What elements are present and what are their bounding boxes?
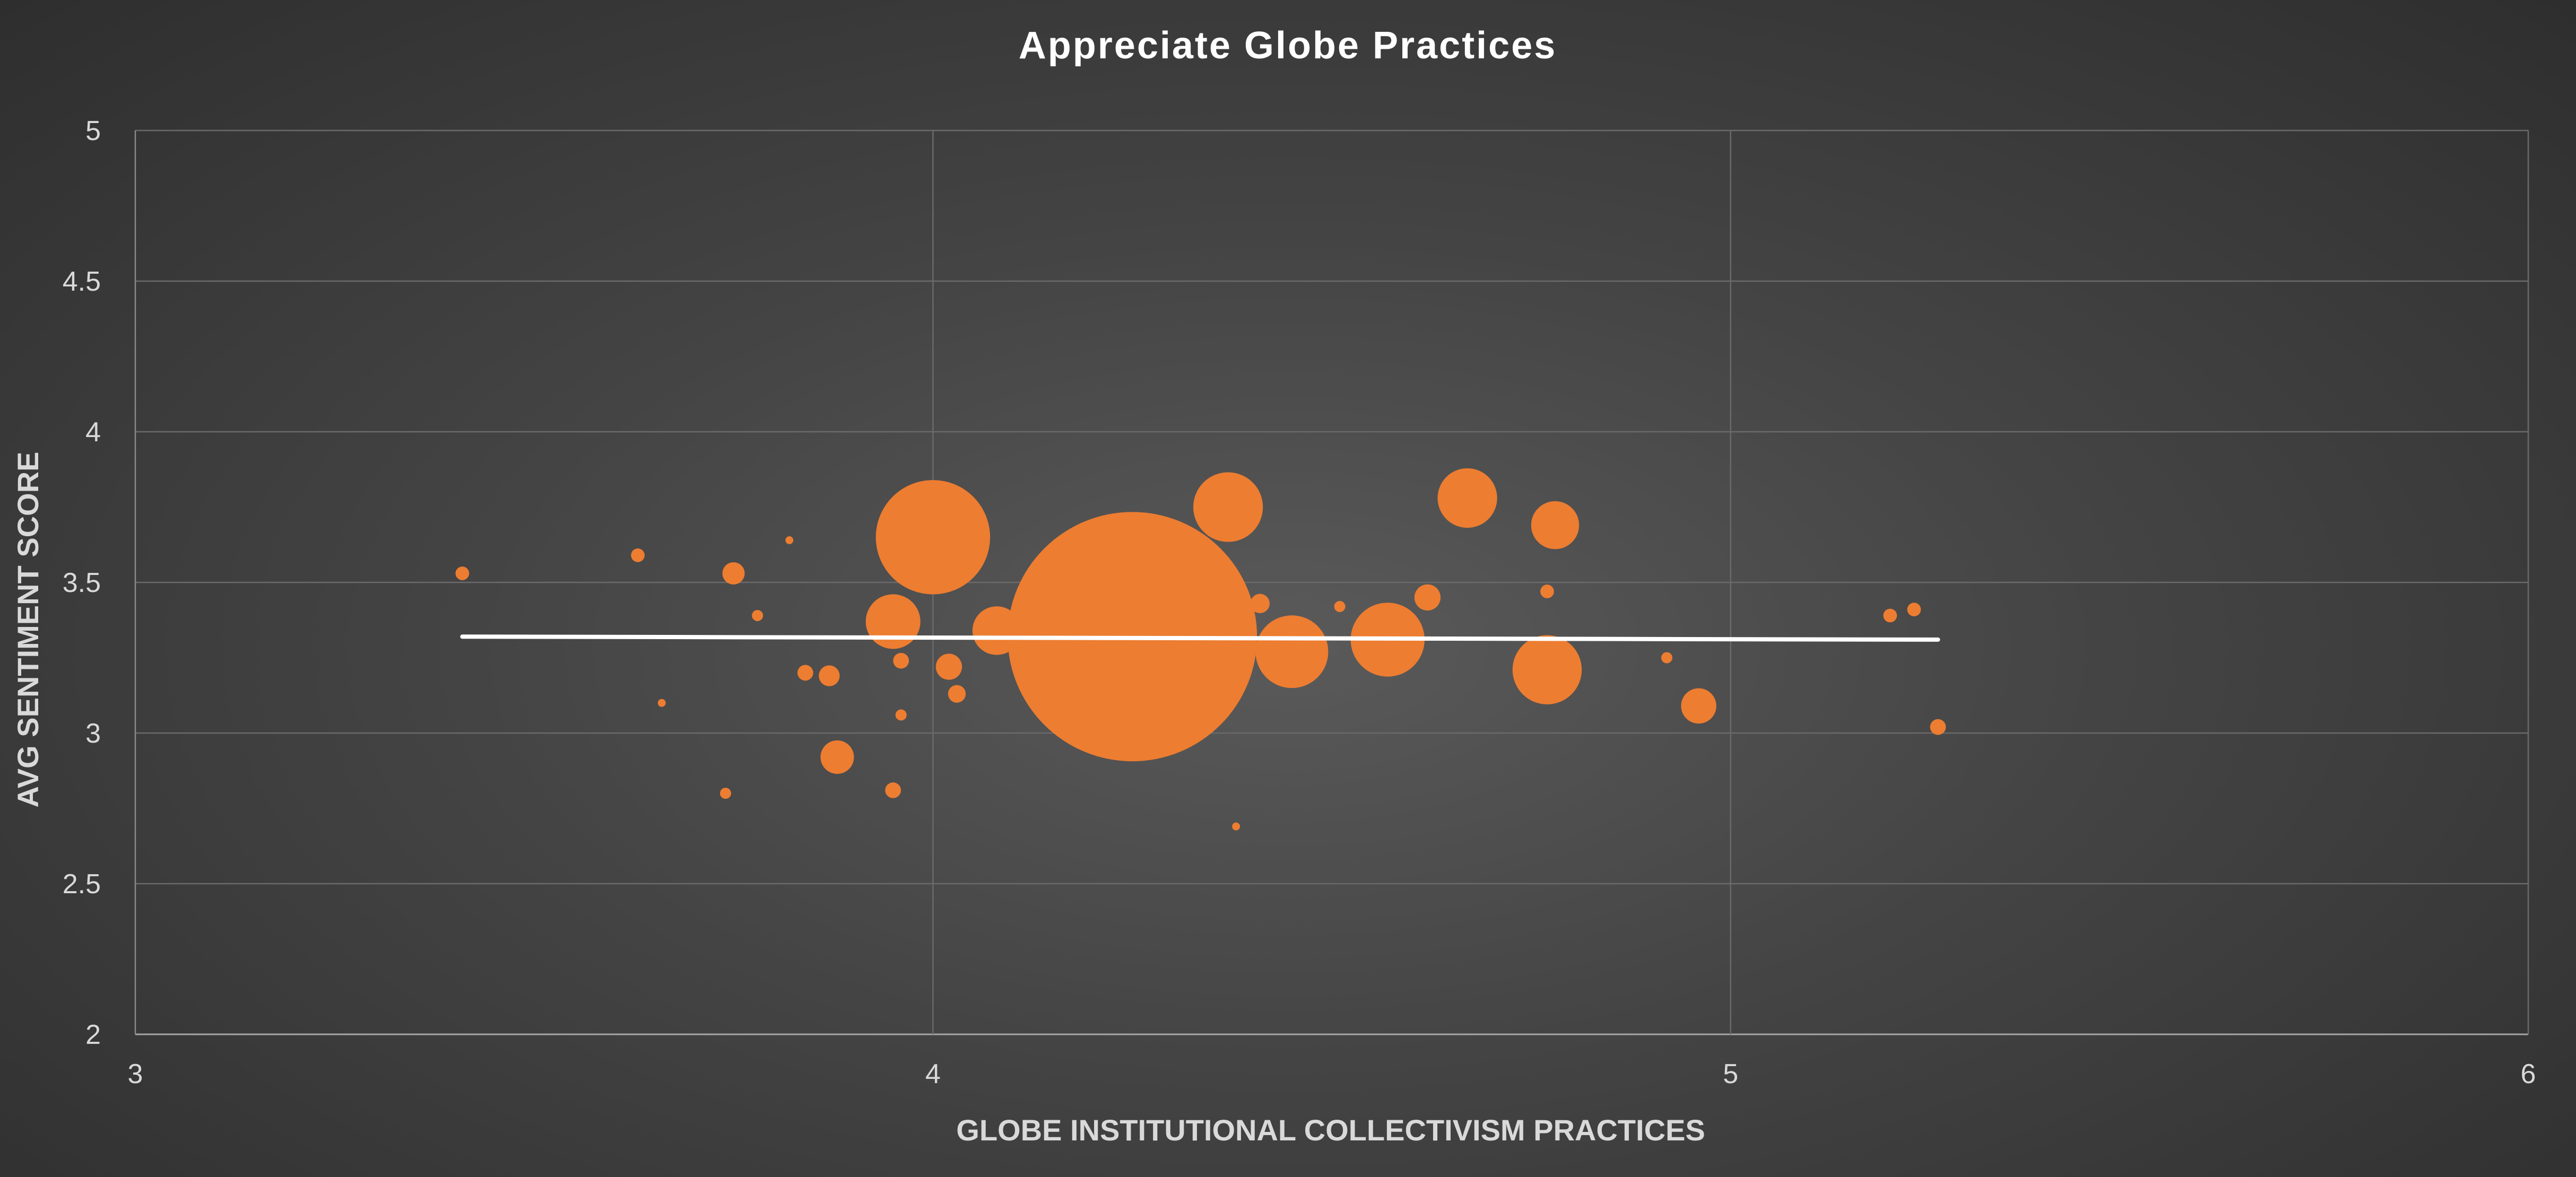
bubble-point	[785, 536, 794, 544]
bubble-point	[819, 665, 840, 686]
trendline	[460, 634, 1940, 642]
bubble-point	[885, 782, 901, 798]
x-tick-label: 5	[1723, 1059, 1738, 1089]
y-axis-title: AVG SENTIMENT SCORE	[11, 451, 45, 807]
x-tick-label: 4	[925, 1059, 941, 1089]
bubble-point	[935, 653, 962, 680]
bubble-point	[1661, 652, 1672, 664]
bubble-point	[1930, 719, 1946, 735]
y-tick-label: 3.5	[63, 568, 101, 598]
bubble-point	[1512, 635, 1582, 704]
y-tick-label: 5	[85, 116, 101, 146]
bubble-point	[820, 740, 854, 774]
bubble-point	[719, 788, 731, 799]
bubble-point	[865, 594, 921, 649]
y-tick-label: 3	[85, 718, 101, 749]
bubble-point	[1437, 468, 1497, 528]
bubble-point	[657, 699, 666, 707]
chart-title: Appreciate Globe Practices	[1019, 24, 1557, 67]
tick-labels: 2 2.5 3 3.5 4 4.5 5 3 4 5 6	[63, 116, 2536, 1089]
y-tick-label: 2.5	[63, 869, 101, 900]
bubble-point	[1255, 615, 1329, 688]
bubble-point	[797, 665, 813, 681]
bubble-point	[1907, 603, 1921, 616]
bubble-point	[875, 480, 991, 595]
bubble-point	[752, 609, 764, 621]
trendline-group	[460, 634, 1940, 642]
bubble-point	[1414, 584, 1441, 611]
y-tick-label: 4.5	[63, 266, 101, 297]
bubble-point	[631, 548, 645, 562]
bubble-point	[722, 562, 745, 585]
bubble-point	[1334, 600, 1346, 612]
bubble-point	[1193, 472, 1263, 542]
x-tick-label: 6	[2521, 1059, 2536, 1089]
bubble-point	[1250, 594, 1270, 613]
bubble-point	[1531, 501, 1580, 550]
bubble-point	[1883, 608, 1897, 623]
bubble-point	[948, 685, 966, 703]
bubble-point	[1540, 585, 1554, 598]
y-tick-label: 2	[85, 1019, 101, 1050]
bubble-point	[1681, 688, 1716, 724]
grid	[134, 129, 2529, 1035]
x-tick-label: 3	[128, 1059, 143, 1089]
bubble-point	[893, 652, 909, 669]
bubble-point	[1232, 822, 1241, 831]
y-tick-label: 4	[85, 417, 101, 448]
x-axis-title: GLOBE INSTITUTIONAL COLLECTIVISM PRACTIC…	[956, 1113, 1705, 1147]
bubbles	[455, 468, 1946, 831]
bubble-point	[895, 709, 907, 721]
bubble-point	[455, 566, 470, 580]
